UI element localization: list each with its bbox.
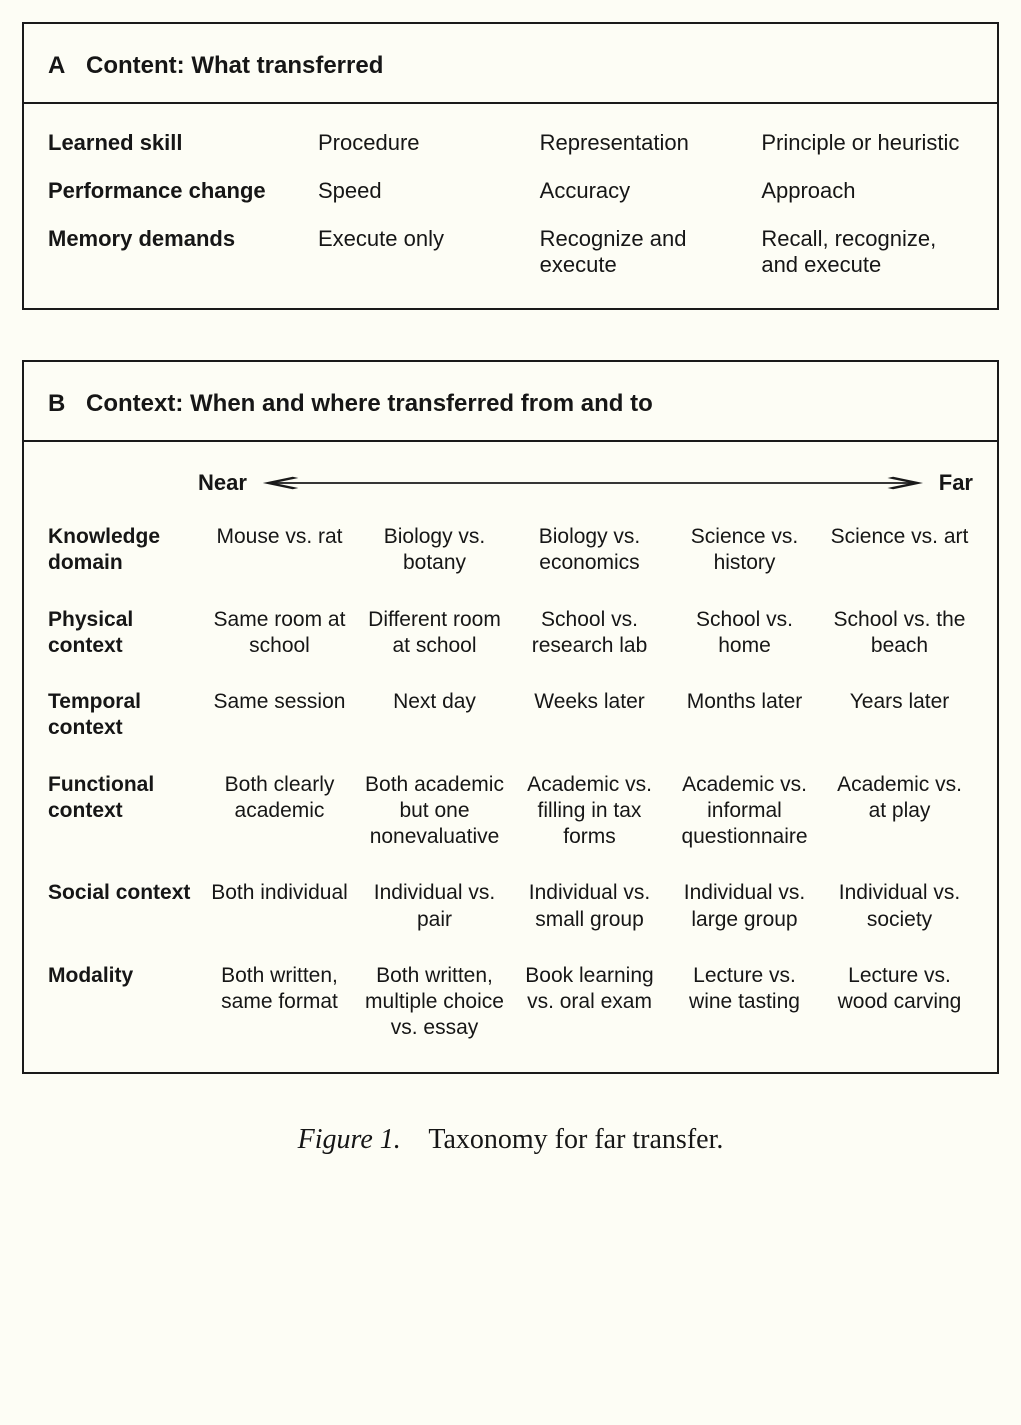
table-a-rowlabel: Learned skill <box>48 130 308 156</box>
table-a-cell: Execute only <box>318 226 530 278</box>
table-b-cell: Book learning vs. oral exam <box>516 963 663 1042</box>
panel-b-letter: B <box>48 390 65 417</box>
table-a-cell: Recognize and execute <box>540 226 752 278</box>
table-a-cell: Accuracy <box>540 178 752 204</box>
table-b-cell: School vs. home <box>671 607 818 660</box>
table-a-cell: Recall, recognize, and execute <box>761 226 973 278</box>
table-b-cell: Science vs. art <box>826 524 973 577</box>
table-b-cell: Weeks later <box>516 689 663 742</box>
spectrum-near-label: Near <box>198 470 247 496</box>
table-b-rowlabel: Modality <box>48 963 198 1042</box>
figure-text: Taxonomy for far transfer. <box>428 1124 723 1155</box>
table-b-cell: Academic vs. at play <box>826 772 973 851</box>
panel-a: A Content: What transferred Learned skil… <box>22 22 999 310</box>
panel-b-title: B Context: When and where transferred fr… <box>24 362 997 442</box>
table-b-cell: Individual vs. pair <box>361 880 508 933</box>
panel-b-title-text: Context: When and where transferred from… <box>86 390 653 417</box>
table-b-cell: Lecture vs. wine tasting <box>671 963 818 1042</box>
table-a-cell: Procedure <box>318 130 530 156</box>
table-b-cell: Years later <box>826 689 973 742</box>
table-b-cell: Both written, same format <box>206 963 353 1042</box>
table-b-cell: Next day <box>361 689 508 742</box>
table-b-cell: Different room at school <box>361 607 508 660</box>
panel-b: B Context: When and where transferred fr… <box>22 360 999 1074</box>
panel-a-letter: A <box>48 52 65 79</box>
panel-a-title: A Content: What transferred <box>24 24 997 104</box>
table-b-cell: Individual vs. small group <box>516 880 663 933</box>
table-b-cell: School vs. research lab <box>516 607 663 660</box>
table-b-rowlabel: Temporal context <box>48 689 198 742</box>
table-b-cell: Same room at school <box>206 607 353 660</box>
table-b-cell: Biology vs. botany <box>361 524 508 577</box>
table-b-cell: Individual vs. large group <box>671 880 818 933</box>
table-b-rowlabel: Knowledge domain <box>48 524 198 577</box>
table-a-cell: Representation <box>540 130 752 156</box>
table-b-cell: Lecture vs. wood carving <box>826 963 973 1042</box>
table-a-cell: Approach <box>761 178 973 204</box>
spectrum-far-label: Far <box>939 470 973 496</box>
table-b: Knowledge domain Mouse vs. rat Biology v… <box>24 506 997 1072</box>
table-a-cell: Principle or heuristic <box>761 130 973 156</box>
table-b-cell: Science vs. history <box>671 524 818 577</box>
table-a-rowlabel: Performance change <box>48 178 308 204</box>
table-a: Learned skill Procedure Representation P… <box>24 104 997 308</box>
table-b-cell: Biology vs. economics <box>516 524 663 577</box>
table-b-cell: Both individual <box>206 880 353 933</box>
table-b-cell: Individual vs. society <box>826 880 973 933</box>
figure-label: Figure 1. <box>298 1124 401 1155</box>
table-b-cell: Months later <box>671 689 818 742</box>
table-a-rowlabel: Memory demands <box>48 226 308 278</box>
table-b-cell: Mouse vs. rat <box>206 524 353 577</box>
table-b-cell: Academic vs. informal questionnaire <box>671 772 818 851</box>
table-b-cell: Academic vs. filling in tax forms <box>516 772 663 851</box>
double-arrow-icon <box>255 476 931 490</box>
table-b-cell: Both clearly academic <box>206 772 353 851</box>
figure-caption: Figure 1. Taxonomy for far transfer. <box>22 1124 999 1156</box>
panel-a-title-text: Content: What transferred <box>86 52 383 79</box>
table-b-cell: Same session <box>206 689 353 742</box>
table-a-cell: Speed <box>318 178 530 204</box>
spectrum: Near Far <box>24 442 997 506</box>
table-b-rowlabel: Functional context <box>48 772 198 851</box>
table-b-cell: Both academic but one nonevaluative <box>361 772 508 851</box>
table-b-cell: Both written, multiple choice vs. essay <box>361 963 508 1042</box>
table-b-cell: School vs. the beach <box>826 607 973 660</box>
table-b-rowlabel: Physical context <box>48 607 198 660</box>
table-b-rowlabel: Social context <box>48 880 198 933</box>
